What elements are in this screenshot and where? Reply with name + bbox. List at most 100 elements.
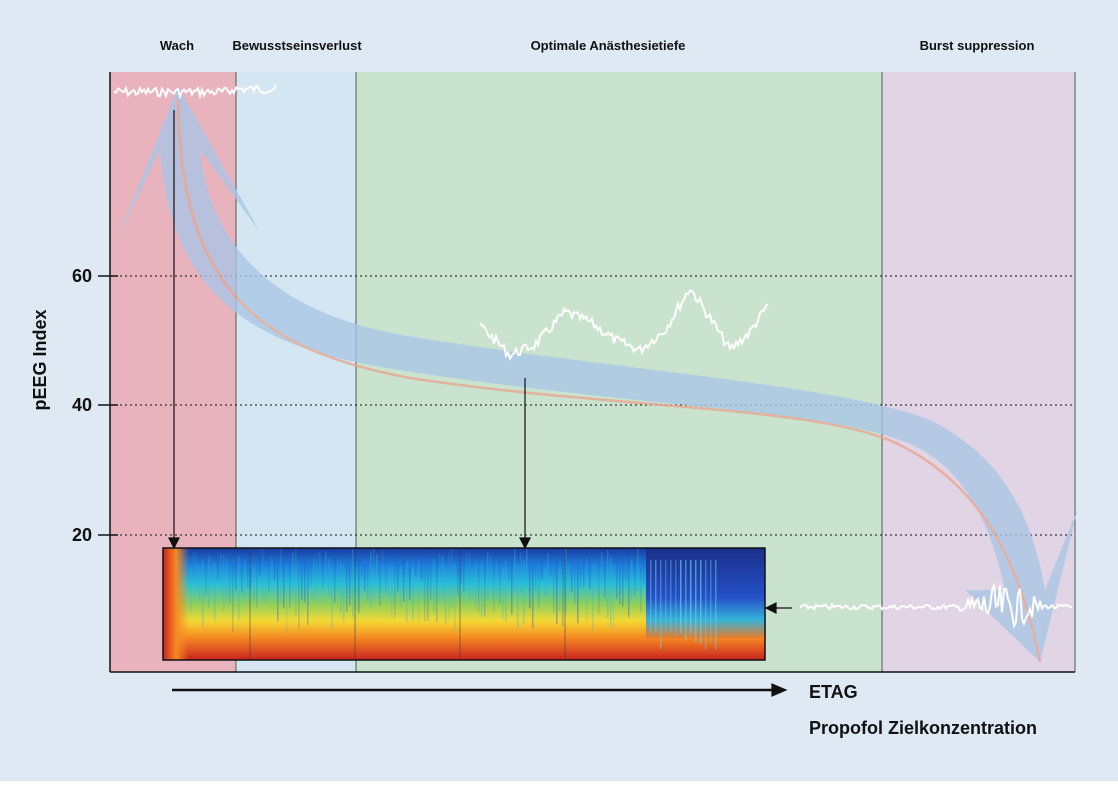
spectrogram-streak [484, 562, 486, 617]
spectrogram-streak [268, 559, 270, 591]
spectrogram-streak [370, 551, 372, 608]
spectrogram-streak [229, 562, 231, 604]
spectrogram-streak [283, 563, 285, 609]
spectrogram-streak [226, 558, 228, 602]
spectrogram-streak [451, 548, 453, 609]
x-axis-label-etag: ETAG [809, 682, 858, 702]
gridlines [120, 275, 1072, 536]
spectrogram-streak [307, 562, 309, 625]
spectrogram-streak [274, 559, 276, 581]
spectrogram-streak [577, 562, 579, 624]
spectrogram-streak [526, 548, 528, 586]
spectrogram-burst-streak [690, 560, 692, 635]
spectrogram-burst-streak [700, 560, 702, 645]
spectrogram-streak [601, 552, 603, 587]
spectrogram-streak [550, 554, 552, 576]
spectrogram-streak [628, 551, 630, 618]
spectrogram-streak [433, 558, 435, 614]
spectrogram-streak [427, 558, 429, 621]
spectrogram-streak [454, 563, 456, 631]
spectrogram-streak [583, 559, 585, 587]
spectrogram-streak [358, 553, 360, 613]
spectrogram-streak [586, 557, 588, 622]
spectrogram-streak [643, 551, 645, 586]
spectrogram-streak [205, 553, 207, 597]
spectrogram-streak [364, 564, 366, 591]
spectrogram-streak [463, 558, 465, 591]
spectrogram-burst-segment [646, 548, 765, 638]
spectrogram-streak [475, 562, 477, 607]
spectrogram-streak [214, 561, 216, 621]
spectrogram-streak [619, 552, 621, 605]
spectrogram-streak [532, 565, 534, 629]
spectrogram-streak [394, 549, 396, 619]
spectrogram-streak [568, 563, 570, 596]
spectrogram-streak [373, 548, 375, 602]
spectrogram-streak [349, 565, 351, 606]
y-tick-label-20: 20 [72, 525, 92, 545]
spectrogram-burst-streak [705, 560, 707, 650]
spectrogram-streak [439, 553, 441, 605]
spectrogram-burst-streak [660, 560, 662, 650]
spectrogram-streak [376, 554, 378, 581]
spectrogram-streak [508, 553, 510, 581]
spectrogram-streak [598, 552, 600, 614]
spectrogram-streak [412, 566, 414, 621]
spectrogram-streak [445, 566, 447, 624]
spectrogram-streak [190, 566, 192, 614]
spectrogram-streak [553, 548, 555, 614]
spectrogram-streak [295, 548, 297, 616]
eeg-trace-optimal [479, 289, 769, 362]
spectrogram-streak [238, 556, 240, 620]
zone-label-bewusstseinsverlust: Bewusstseinsverlust [232, 38, 362, 53]
spectrogram-streak [196, 554, 198, 581]
spectrogram-burst-streak [710, 560, 712, 643]
spectrogram-streak [343, 565, 345, 622]
spectrogram-streak [409, 566, 411, 601]
spectrogram-streak [589, 548, 591, 590]
spectrogram-streak [253, 566, 255, 599]
spectrogram-streak [634, 550, 636, 596]
spectrogram-burst-streak [715, 560, 717, 650]
spectrogram-streak [322, 550, 324, 588]
spectrogram-streak [448, 551, 450, 621]
spectrogram-streak [286, 565, 288, 635]
spectrogram-streak [352, 548, 354, 618]
spectrogram-streak [244, 560, 246, 598]
pointer-arrowhead [764, 602, 777, 614]
y-ticks [98, 275, 118, 536]
spectrogram-streak [460, 548, 462, 583]
spectrogram-streak [223, 554, 225, 611]
zone-burst-area [882, 72, 1075, 672]
spectrogram-streak [472, 567, 474, 601]
pointer-arrowhead [519, 537, 531, 550]
spectrogram-streak [571, 563, 573, 592]
spectrogram-streak [637, 548, 639, 593]
eeg-trace-burst [799, 582, 1073, 629]
spectrogram-streak [466, 552, 468, 585]
spectrogram-streak [310, 563, 312, 586]
spectrogram-streak [424, 562, 426, 622]
spectrogram-streak [511, 557, 513, 615]
eeg-trace-awake [113, 84, 277, 100]
spectrogram-awake-segment [163, 548, 189, 660]
pointer-arrows [168, 110, 792, 697]
spectrogram-streak [505, 560, 507, 622]
spectrogram-streak [625, 555, 627, 583]
zone-label-burst: Burst suppression [920, 38, 1035, 53]
eeg-traces [113, 84, 1073, 629]
spectrogram-streak [382, 550, 384, 586]
spectrogram-streak [514, 549, 516, 591]
spectrogram-streak [292, 552, 294, 593]
spectrogram-streak [478, 567, 480, 612]
spectrogram-streak [217, 557, 219, 583]
spectrogram-streak [316, 553, 318, 592]
spectrogram-streak [481, 561, 483, 618]
spectrogram-streak [331, 567, 333, 630]
spectrogram-streak [241, 563, 243, 593]
pointer-arrowhead [168, 537, 180, 550]
spectrogram-streak [406, 561, 408, 622]
spectrogram-streak [490, 555, 492, 587]
spectrogram-streak [235, 555, 237, 591]
